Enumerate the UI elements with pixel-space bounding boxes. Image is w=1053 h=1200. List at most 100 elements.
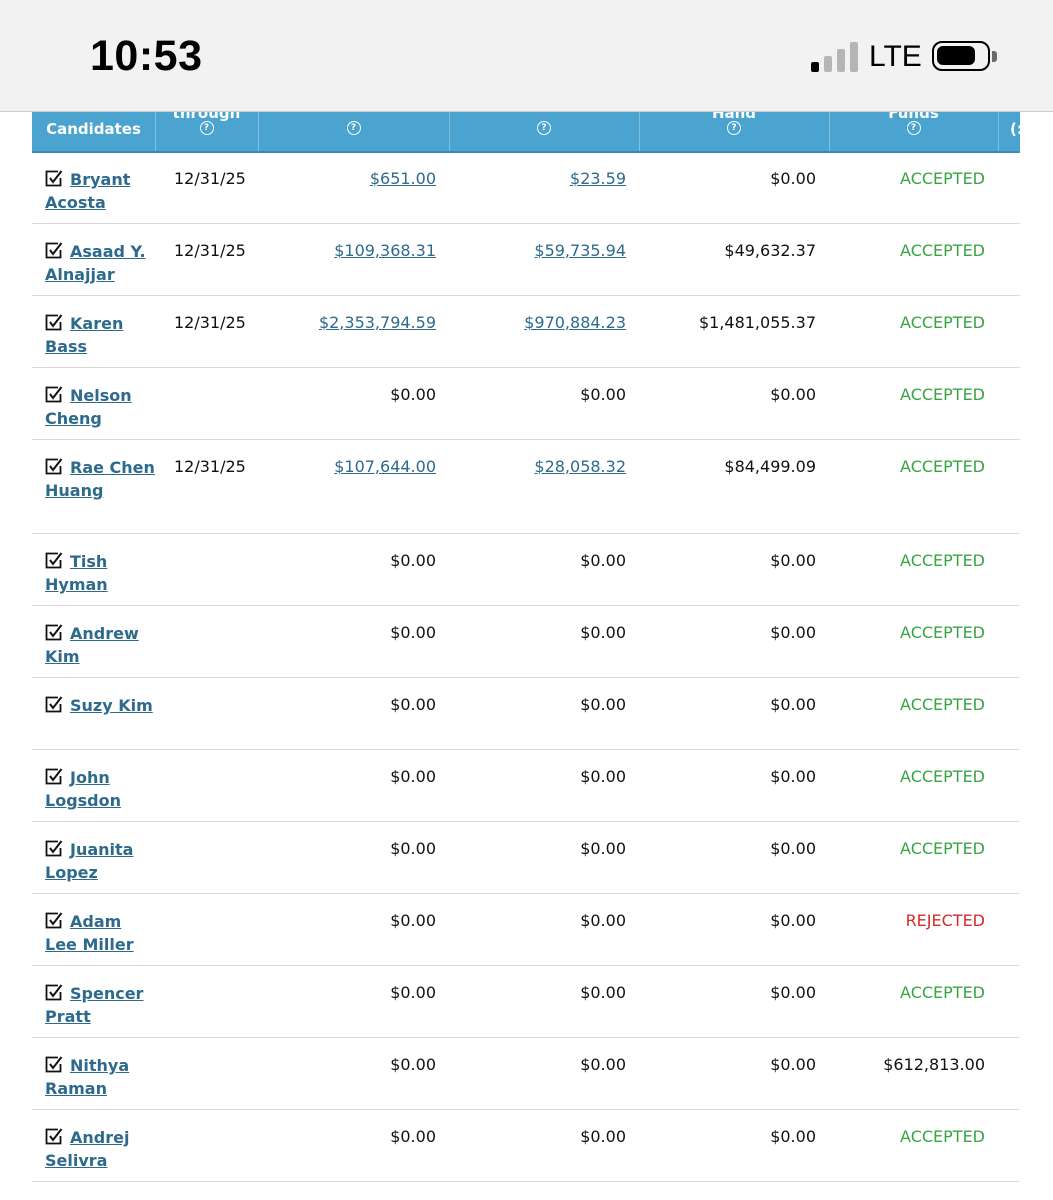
- funds-status: ACCEPTED: [900, 623, 985, 642]
- header-col2[interactable]: ?: [449, 111, 640, 151]
- candidate-cell: Nithya Raman: [45, 1054, 155, 1100]
- cash-on-hand: $49,632.37: [724, 241, 816, 260]
- amount-col1: $0.00: [390, 1055, 436, 1074]
- amount-col2[interactable]: $970,884.23: [524, 313, 626, 332]
- help-icon[interactable]: ?: [537, 121, 551, 135]
- table-row: Juanita Lopez $0.00 $0.00 $0.00 ACCEPTED: [32, 822, 1020, 894]
- cash-on-hand: $0.00: [770, 169, 816, 188]
- candidate-name-link[interactable]: Adam Lee Miller: [45, 912, 134, 954]
- table-row: Karen Bass 12/31/25 $2,353,794.59 $970,884.…: [32, 296, 1020, 368]
- amount-col2: $0.00: [580, 983, 626, 1002]
- amount-col2[interactable]: $23.59: [570, 169, 626, 188]
- candidate-name-link[interactable]: Spencer Pratt: [45, 984, 144, 1026]
- candidate-cell: Bryant Acosta: [45, 168, 155, 214]
- candidate-name-link[interactable]: Juanita Lopez: [45, 840, 134, 882]
- table-row: Nelson Cheng $0.00 $0.00 $0.00 ACCEPTED: [32, 368, 1020, 440]
- amount-col2: $0.00: [580, 1055, 626, 1074]
- help-icon[interactable]: ?: [346, 121, 361, 135]
- amount-col2[interactable]: $59,735.94: [534, 241, 626, 260]
- funds-status: ACCEPTED: [900, 1127, 985, 1146]
- edit-icon[interactable]: [45, 458, 63, 475]
- table-row: Spencer Pratt $0.00 $0.00 $0.00 ACCEPTED: [32, 966, 1020, 1038]
- candidate-name-link[interactable]: Asaad Y. Alnajjar: [45, 242, 146, 284]
- header-funds[interactable]: Funds ?: [829, 111, 999, 151]
- cash-on-hand: $0.00: [770, 767, 816, 786]
- amount-col1: $0.00: [390, 911, 436, 930]
- table-row: Rae Chen Huang 12/31/25 $107,644.00 $28,058…: [32, 440, 1020, 534]
- help-icon[interactable]: ?: [906, 121, 921, 135]
- edit-icon[interactable]: [45, 314, 63, 331]
- table-row: Adam Lee Miller $0.00 $0.00 $0.00 REJECTED: [32, 894, 1020, 966]
- amount-col2: $0.00: [580, 551, 626, 570]
- table-row: Asaad Y. Alnajjar 12/31/25 $109,368.31 $59,…: [32, 224, 1020, 296]
- candidate-cell: Nelson Cheng: [45, 384, 155, 430]
- cash-on-hand: $0.00: [770, 983, 816, 1002]
- header-col1[interactable]: ?: [258, 111, 450, 151]
- cellular-signal-icon: [811, 42, 859, 72]
- header-through[interactable]: through ?: [155, 111, 259, 151]
- candidate-name-link[interactable]: Nelson Cheng: [45, 386, 132, 428]
- help-icon[interactable]: ?: [727, 121, 741, 135]
- edit-icon[interactable]: [45, 624, 63, 641]
- edit-icon[interactable]: [45, 170, 63, 187]
- edit-icon[interactable]: [45, 984, 63, 1001]
- header-candidates[interactable]: Candidates: [32, 111, 156, 151]
- edit-icon[interactable]: [45, 1128, 63, 1145]
- candidate-cell: Juanita Lopez: [45, 838, 155, 884]
- status-bar: 10:53 LTE: [0, 0, 1053, 112]
- edit-icon[interactable]: [45, 1056, 63, 1073]
- amount-col1[interactable]: $2,353,794.59: [318, 313, 436, 332]
- funds-status: ACCEPTED: [900, 695, 985, 714]
- candidate-name-link[interactable]: Tish Hyman: [45, 552, 108, 594]
- edit-icon[interactable]: [45, 768, 63, 785]
- candidate-name-link[interactable]: Bryant Acosta: [45, 170, 131, 212]
- edit-icon[interactable]: [45, 386, 63, 403]
- funds-status: ACCEPTED: [900, 169, 985, 188]
- amount-col1[interactable]: $109,368.31: [334, 241, 436, 260]
- edit-icon[interactable]: [45, 912, 63, 929]
- amount-col1[interactable]: $107,644.00: [334, 457, 436, 476]
- amount-col1: $0.00: [390, 767, 436, 786]
- header-cash-on-hand[interactable]: Hand ?: [639, 111, 830, 151]
- amount-col1: $0.00: [390, 623, 436, 642]
- header-col6[interactable]: (:: [1010, 120, 1020, 138]
- through-date: 12/31/25: [174, 169, 246, 188]
- table-row: Andrej Selivra $0.00 $0.00 $0.00 ACCEPTED: [32, 1110, 1020, 1182]
- candidate-name-link[interactable]: John Logsdon: [45, 768, 121, 810]
- candidate-cell: Adam Lee Miller: [45, 910, 155, 956]
- candidate-name-link[interactable]: Andrew Kim: [45, 624, 139, 666]
- funds-status: ACCEPTED: [900, 767, 985, 786]
- candidate-name-link[interactable]: Suzy Kim: [70, 696, 153, 715]
- amount-col1: $0.00: [390, 385, 436, 404]
- funds-status: ACCEPTED: [900, 983, 985, 1002]
- candidates-table[interactable]: Candidates through ? ? ? Hand ? Funds ? …: [32, 111, 1020, 1200]
- candidate-name-link[interactable]: Karen Bass: [45, 314, 124, 356]
- edit-icon[interactable]: [45, 242, 63, 259]
- funds-status: ACCEPTED: [900, 839, 985, 858]
- through-date: 12/31/25: [174, 457, 246, 476]
- edit-icon[interactable]: [45, 840, 63, 857]
- candidate-cell: Spencer Pratt: [45, 982, 155, 1028]
- candidate-cell: Suzy Kim: [45, 694, 155, 717]
- edit-icon[interactable]: [45, 552, 63, 569]
- cash-on-hand: $0.00: [770, 1055, 816, 1074]
- cash-on-hand: $0.00: [770, 839, 816, 858]
- candidate-name-link[interactable]: Andrej Selivra: [45, 1128, 130, 1170]
- funds-status: ACCEPTED: [900, 551, 985, 570]
- amount-col1[interactable]: $651.00: [369, 169, 436, 188]
- candidate-cell: Asaad Y. Alnajjar: [45, 240, 155, 286]
- battery-cap: [992, 51, 997, 62]
- candidate-cell: Andrej Selivra: [45, 1126, 155, 1172]
- funds-status: ACCEPTED: [900, 457, 985, 476]
- candidate-name-link[interactable]: Rae Chen Huang: [45, 458, 155, 500]
- candidate-name-link[interactable]: Nithya Raman: [45, 1056, 130, 1098]
- amount-col2: $0.00: [580, 695, 626, 714]
- funds-status: REJECTED: [905, 911, 985, 930]
- help-icon[interactable]: ?: [199, 121, 214, 135]
- amount-col2: $0.00: [580, 385, 626, 404]
- cash-on-hand: $0.00: [770, 551, 816, 570]
- amount-col2[interactable]: $28,058.32: [534, 457, 626, 476]
- amount-col2: $0.00: [580, 623, 626, 642]
- edit-icon[interactable]: [45, 696, 63, 713]
- cash-on-hand: $1,481,055.37: [698, 313, 816, 332]
